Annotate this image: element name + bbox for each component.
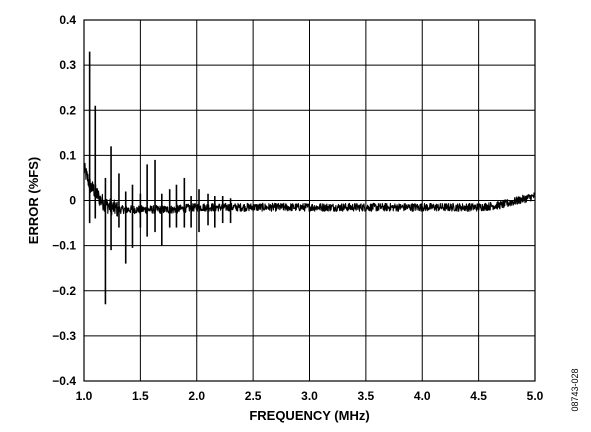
y-tick-label: −0.4: [52, 374, 76, 388]
y-tick-label: 0.3: [59, 58, 76, 72]
y-axis-label: ERROR (%FS): [26, 157, 41, 244]
x-tick-label: 2.5: [245, 389, 262, 403]
x-tick-label: 1.0: [76, 389, 93, 403]
y-tick-label: 0.2: [59, 103, 76, 117]
y-tick-label: 0.1: [59, 148, 76, 162]
y-tick-label: −0.2: [52, 284, 76, 298]
x-axis-label: FREQUENCY (MHz): [249, 408, 369, 423]
y-tick-label: 0.4: [59, 13, 76, 27]
x-tick-labels: 1.0 1.5 2.0 2.5 3.0 3.5 4.0 4.5 5.0: [76, 389, 544, 403]
error-trace: [83, 162, 536, 217]
x-tick-label: 4.5: [470, 389, 487, 403]
x-tick-label: 2.0: [188, 389, 205, 403]
figure-id: 08743-028: [570, 368, 580, 411]
x-tick-label: 5.0: [527, 389, 544, 403]
x-tick-label: 3.0: [301, 389, 318, 403]
y-tick-label: 0: [69, 194, 76, 208]
x-tick-label: 1.5: [132, 389, 149, 403]
plot-frame: [83, 19, 536, 382]
x-tick-label: 3.5: [358, 389, 375, 403]
y-tick-labels: 0.4 0.3 0.2 0.1 0 −0.1 −0.2 −0.3 −0.4: [52, 13, 76, 388]
y-tick-label: −0.1: [52, 239, 76, 253]
x-tick-label: 4.0: [414, 389, 431, 403]
series-line: [83, 51, 536, 305]
y-tick-label: −0.3: [52, 329, 76, 343]
